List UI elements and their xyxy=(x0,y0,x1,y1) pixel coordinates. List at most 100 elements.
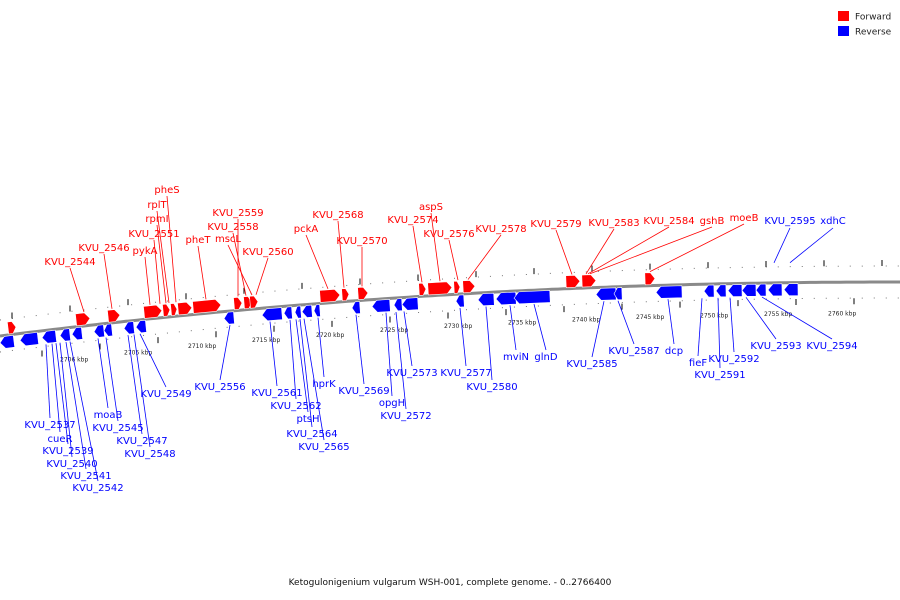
reverse-gene-label-leader xyxy=(591,301,605,358)
forward-gene-arrow xyxy=(177,301,193,316)
forward-gene-label: pheT xyxy=(186,235,212,246)
reverse-gene-arrow xyxy=(93,324,105,338)
reverse-gene-label-leader xyxy=(533,304,547,351)
reverse-gene-label: xdhC xyxy=(820,216,846,227)
scale-label: 2715 kbp xyxy=(252,337,280,344)
forward-gene-label-leader xyxy=(448,239,459,281)
reverse-gene-label: KVU_2593 xyxy=(750,341,801,352)
scale-label: 2705 kbp xyxy=(124,350,152,357)
forward-gene-label: KVU_2568 xyxy=(312,210,363,221)
reverse-gene-arrow xyxy=(371,299,391,313)
reverse-gene-label-leader xyxy=(133,334,151,448)
forward-gene-label: KVU_2574 xyxy=(387,215,438,226)
reverse-gene-arrow xyxy=(495,291,517,306)
reverse-gene-label-leader xyxy=(773,227,791,264)
forward-gene-label: mscL xyxy=(215,234,241,245)
reverse-gene-arrow xyxy=(19,332,39,347)
reverse-gene-arrow xyxy=(123,321,135,335)
forward-gene-label-leader xyxy=(587,226,670,275)
reverse-gene-label: KVU_2572 xyxy=(380,411,431,422)
forward-gene-label-leader xyxy=(166,195,177,303)
reverse-gene-arrow xyxy=(455,294,465,308)
reverse-gene-arrow xyxy=(71,326,83,341)
reverse-gene-label-leader xyxy=(269,321,278,387)
reverse-gene-label: KVU_2585 xyxy=(566,359,617,370)
reverse-gene-label-leader xyxy=(219,324,231,381)
reverse-gene-label-leader xyxy=(355,314,365,385)
forward-gene-arrow xyxy=(341,288,350,302)
forward-gene-arrow xyxy=(6,321,17,335)
reverse-gene-arrow xyxy=(135,319,147,334)
reverse-gene-arrow xyxy=(477,292,495,307)
forward-gene-label: rpmI xyxy=(145,214,168,225)
reverse-gene-label-leader xyxy=(127,335,143,435)
reverse-gene-label: KVU_2542 xyxy=(72,483,123,494)
reverse-gene-arrow xyxy=(103,323,113,337)
reverse-gene-label-leader xyxy=(51,343,61,433)
reverse-gene-arrow xyxy=(301,304,313,318)
reverse-gene-label-leader xyxy=(289,319,297,400)
reverse-gene-label: KVU_2580 xyxy=(466,382,517,393)
scale-label: 2720 kbp xyxy=(316,332,344,339)
reverse-gene-label: KVU_2592 xyxy=(708,354,759,365)
forward-gene-label-leader xyxy=(649,223,745,273)
scale-label: 2750 kbp xyxy=(700,312,728,319)
reverse-gene-arrow xyxy=(261,307,283,322)
forward-gene-arrow xyxy=(143,304,163,319)
scale-label: 2730 kbp xyxy=(444,323,472,330)
forward-gene-label-leader xyxy=(412,225,423,283)
reverse-gene-label-leader xyxy=(745,297,777,340)
reverse-gene-arrow xyxy=(283,306,293,320)
reverse-gene-arrow xyxy=(783,283,799,296)
reverse-gene-label: KVU_2541 xyxy=(60,471,111,482)
forward-gene-label-leader xyxy=(467,234,502,280)
forward-gene-label: KVU_2560 xyxy=(242,247,293,258)
reverse-gene-label: KVU_2549 xyxy=(140,389,191,400)
reverse-gene-label-leader xyxy=(485,306,493,381)
reverse-gene-label: moaB xyxy=(94,410,123,421)
forward-gene-label: KVU_2578 xyxy=(475,224,526,235)
forward-gene-label-leader xyxy=(305,234,329,289)
forward-gene-label-leader xyxy=(227,244,253,296)
forward-gene-arrow xyxy=(418,282,427,296)
legend-label: Reverse xyxy=(855,28,892,38)
reverse-gene-label-leader xyxy=(45,344,51,419)
genome-backbone xyxy=(0,280,900,338)
forward-gene-label: pckA xyxy=(294,224,319,235)
forward-gene-label: KVU_2576 xyxy=(423,229,474,240)
forward-gene-arrow xyxy=(192,299,222,314)
reverse-gene-arrow xyxy=(595,287,617,301)
forward-gene-label: rplT xyxy=(147,200,167,211)
reverse-gene-arrow xyxy=(703,284,715,298)
reverse-gene-label: KVU_2594 xyxy=(806,341,857,352)
forward-gene-label-leader xyxy=(232,232,247,296)
reverse-gene-arrow xyxy=(767,283,783,297)
forward-gene-label: aspS xyxy=(419,202,443,213)
reverse-gene-arrow xyxy=(401,297,419,311)
forward-gene-arrow xyxy=(319,289,341,303)
forward-gene-arrow xyxy=(427,281,453,296)
reverse-gene-label-leader xyxy=(299,319,313,428)
reverse-gene-label-leader xyxy=(97,338,109,409)
forward-gene-label: pykA xyxy=(133,246,158,257)
forward-gene-arrow xyxy=(162,303,171,317)
scale-label: 2706 kbp xyxy=(60,357,88,364)
forward-gene-label-leader xyxy=(197,245,207,300)
reverse-gene-arrow xyxy=(727,284,743,297)
reverse-gene-label-leader xyxy=(385,312,393,397)
reverse-gene-arrow xyxy=(613,287,623,301)
forward-gene-arrow xyxy=(107,309,121,323)
reverse-gene-arrow xyxy=(223,311,235,325)
reverse-gene-label: ptsH xyxy=(297,414,320,425)
forward-gene-label: KVU_2559 xyxy=(212,208,263,219)
forward-gene-label: KVU_2551 xyxy=(128,229,179,240)
legend-swatch xyxy=(838,11,849,21)
reverse-gene-label-leader xyxy=(403,311,413,367)
forward-gene-label: KVU_2583 xyxy=(588,218,639,229)
forward-gene-label: KVU_2584 xyxy=(643,216,694,227)
reverse-gene-label-leader xyxy=(317,317,325,378)
reverse-gene-label: KVU_2547 xyxy=(116,436,167,447)
forward-gene-label-leader xyxy=(156,210,170,303)
reverse-gene-label: KVU_2540 xyxy=(46,459,97,470)
forward-gene-label-leader xyxy=(430,212,441,282)
